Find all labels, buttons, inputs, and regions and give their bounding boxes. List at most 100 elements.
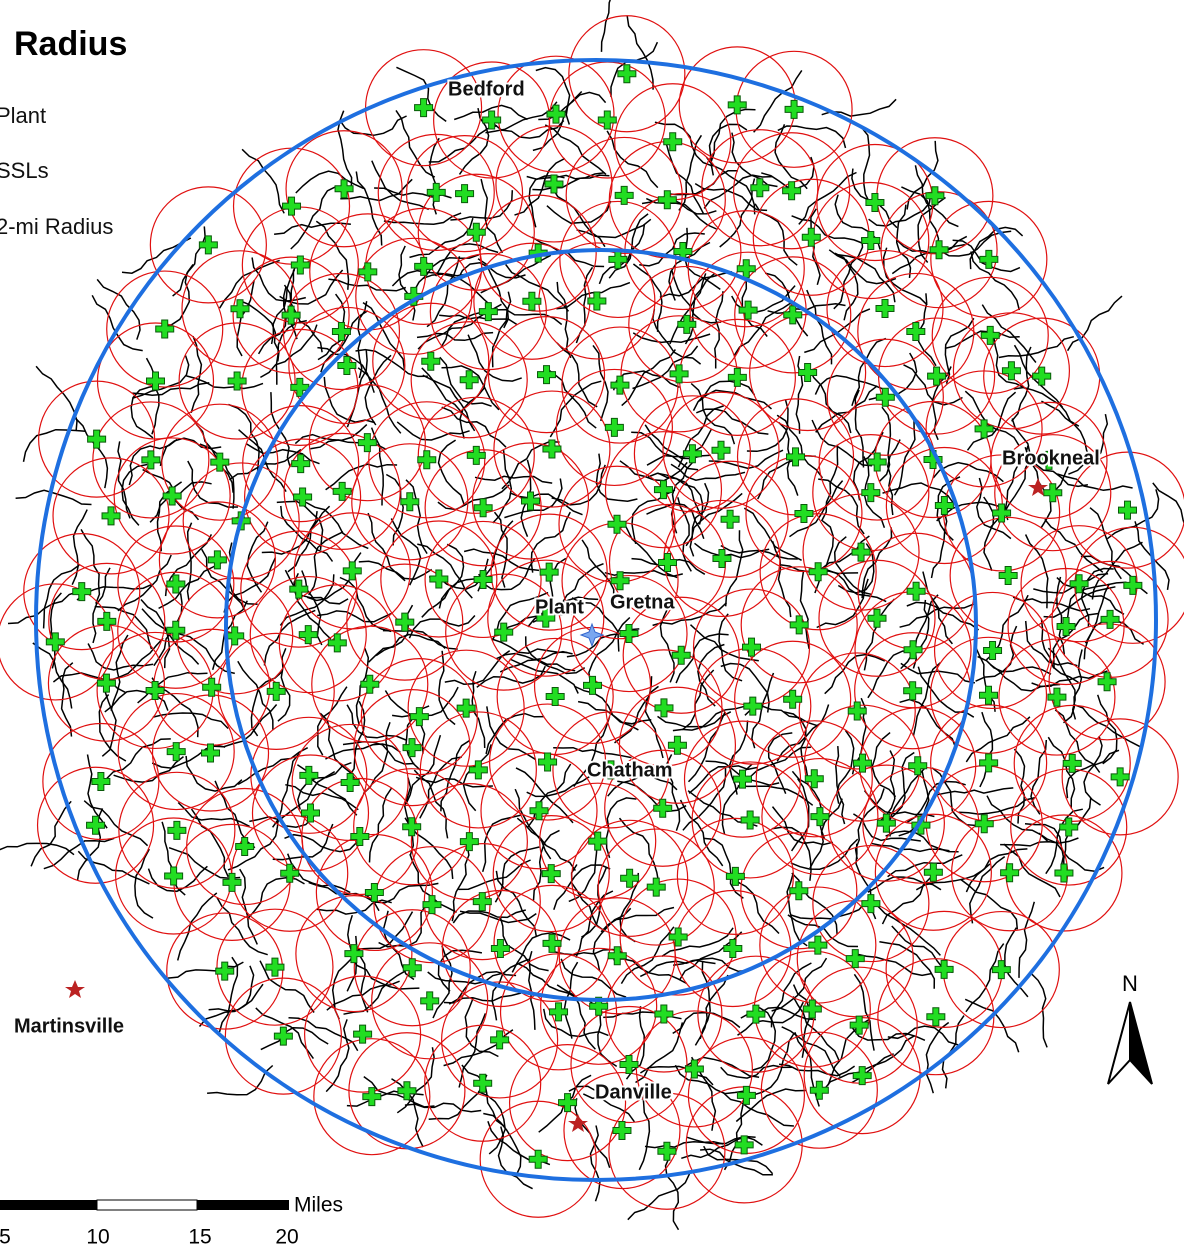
road xyxy=(790,481,843,537)
ssl-marker xyxy=(904,682,922,700)
place-label: Gretna xyxy=(610,591,675,613)
ssl-marker xyxy=(664,133,682,151)
place-label: Plant xyxy=(535,596,584,618)
ssl-marker xyxy=(721,510,739,528)
ssl-marker xyxy=(341,773,359,791)
road xyxy=(16,490,92,504)
ssl-marker xyxy=(474,570,492,588)
road xyxy=(499,1127,533,1189)
ssl-marker xyxy=(744,697,762,715)
ssl-marker xyxy=(299,626,317,644)
road xyxy=(853,1028,925,1040)
place-label: Danville xyxy=(595,1081,672,1103)
road xyxy=(685,228,721,290)
road xyxy=(862,128,870,204)
ssl-marker xyxy=(415,99,433,117)
road xyxy=(1005,928,1028,997)
ssl-marker xyxy=(655,699,673,717)
ssl-marker xyxy=(668,736,686,754)
ssl-marker xyxy=(713,549,731,567)
road xyxy=(599,224,644,284)
ssl-marker xyxy=(421,992,439,1010)
road xyxy=(475,476,552,483)
legend-item: 2-mi Radius xyxy=(0,214,113,239)
road xyxy=(228,404,259,470)
ssl-marker xyxy=(611,376,629,394)
road xyxy=(646,686,664,758)
ssl-marker xyxy=(980,754,998,772)
road xyxy=(358,368,401,434)
ssl-marker xyxy=(427,183,445,201)
ssl-marker xyxy=(396,613,414,631)
road xyxy=(738,786,813,805)
map: Radius Plant SSLs 2-mi Radius Bedford Br… xyxy=(0,0,1184,1250)
north-arrow xyxy=(1130,1002,1152,1084)
ssl-marker xyxy=(935,960,953,978)
ssl-marker xyxy=(542,865,560,883)
road xyxy=(673,670,714,731)
ssl-marker xyxy=(909,757,927,775)
ssl-marker xyxy=(539,753,557,771)
road xyxy=(291,186,337,249)
map-title: Radius xyxy=(14,25,127,63)
road xyxy=(799,173,857,225)
place-label: Brookneal xyxy=(1002,447,1100,469)
road xyxy=(779,1064,855,1076)
road xyxy=(162,265,194,327)
ssl-marker xyxy=(474,499,492,517)
ssl-marker xyxy=(146,681,164,699)
page: Radius Plant SSLs 2-mi Radius Bedford Br… xyxy=(0,0,1184,1250)
ssl-marker xyxy=(165,867,183,885)
ssl-marker xyxy=(1048,688,1066,706)
road xyxy=(815,521,833,593)
road xyxy=(274,223,351,234)
road xyxy=(93,568,110,643)
ssl-marker xyxy=(422,352,440,370)
ssl-marker xyxy=(88,430,106,448)
legend-item: SSLs xyxy=(0,158,49,183)
road xyxy=(76,419,108,488)
ssl-marker xyxy=(783,182,801,200)
ssl-marker xyxy=(559,1094,577,1112)
ssl-marker xyxy=(979,686,997,704)
ssl-marker xyxy=(456,185,474,203)
scale-bar xyxy=(97,1200,197,1210)
road xyxy=(152,745,225,768)
ssl-marker xyxy=(588,292,606,310)
ssl-marker xyxy=(620,625,638,643)
road xyxy=(396,110,435,177)
ssl-marker xyxy=(1033,367,1051,385)
ssl-marker xyxy=(712,441,730,459)
road xyxy=(617,781,686,811)
road xyxy=(801,571,810,649)
ssl-marker xyxy=(924,863,942,881)
road xyxy=(24,430,86,462)
ssl-marker xyxy=(728,96,746,114)
ssl-marker xyxy=(907,582,925,600)
ssl-marker xyxy=(46,633,64,651)
buffers xyxy=(0,16,1184,1217)
road xyxy=(815,376,884,395)
ssl-marker xyxy=(608,515,626,533)
scale-label: 5 xyxy=(0,1226,11,1249)
road xyxy=(442,407,506,447)
ssl-marker xyxy=(167,621,185,639)
road xyxy=(671,464,745,480)
ssl-marker xyxy=(904,641,922,659)
road xyxy=(452,845,469,921)
road xyxy=(370,788,392,862)
ssl-marker xyxy=(523,292,541,310)
road xyxy=(1068,296,1122,351)
ssl-marker xyxy=(1055,864,1073,882)
ssl-marker xyxy=(811,808,829,826)
ssl-marker xyxy=(208,551,226,569)
ssl-marker xyxy=(1002,362,1020,380)
road xyxy=(984,497,994,571)
road xyxy=(888,1026,958,1045)
road xyxy=(662,928,733,957)
road xyxy=(857,954,932,975)
ssl-marker xyxy=(529,1150,547,1168)
road xyxy=(391,519,420,586)
ssl-marker xyxy=(343,562,361,580)
road xyxy=(363,722,390,793)
